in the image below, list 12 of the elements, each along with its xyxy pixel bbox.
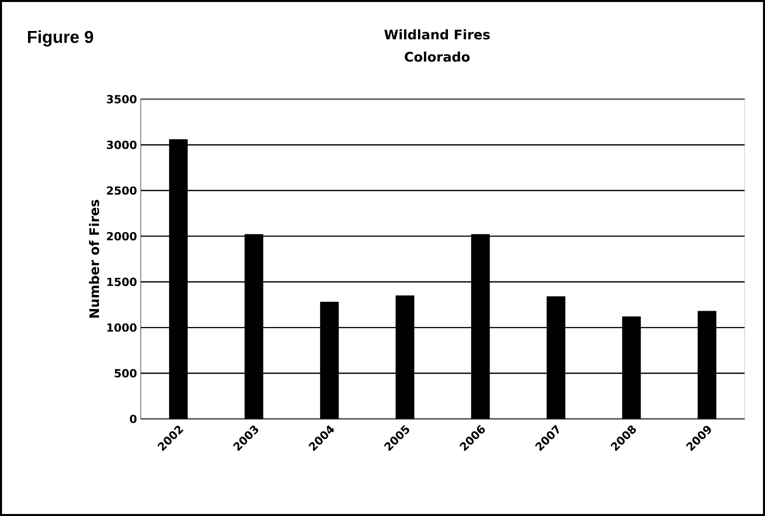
y-tick-label: 2000 (106, 232, 137, 240)
y-tick-label: 3000 (106, 140, 137, 150)
chart-title: Wildland Fires (384, 29, 490, 40)
y-tick-label: 2500 (106, 186, 137, 195)
caption: Figure 9 (28, 30, 94, 46)
y-tick-label: 3500 (106, 94, 137, 104)
y-tick-label: 0 (130, 414, 137, 424)
y-tick-label: 500 (114, 369, 137, 378)
chart-subtitle: Colorado (404, 52, 470, 62)
y-tick-label: 1000 (107, 323, 137, 332)
y-tick-label: 1500 (107, 278, 137, 286)
y-axis-title: Number of Fires (88, 200, 100, 318)
